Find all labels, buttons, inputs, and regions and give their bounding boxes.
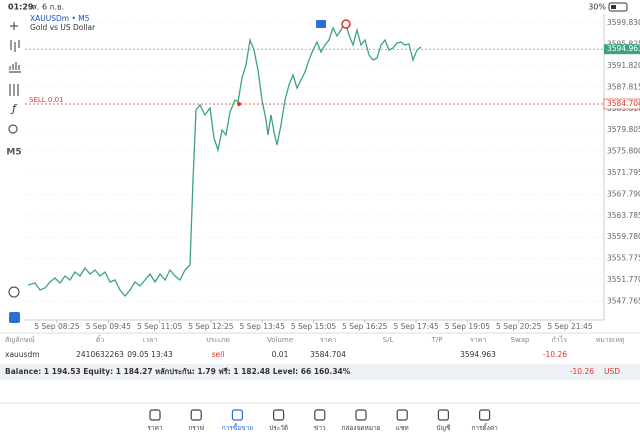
table-cell: 09.05 13:43: [127, 350, 173, 359]
nav-icon[interactable]: [437, 409, 449, 421]
nav-icon[interactable]: [149, 409, 161, 421]
x-tick-label: 5 Sep 20:25: [496, 322, 542, 331]
nav-icon[interactable]: [479, 409, 491, 421]
y-tick-label: 3555.775: [607, 254, 640, 263]
x-tick-label: 5 Sep 08:25: [34, 322, 80, 331]
x-tick-label: 5 Sep 15:05: [291, 322, 337, 331]
order-label: SELL 0.01: [29, 96, 63, 104]
y-tick-label: 3579.805: [607, 125, 640, 134]
y-tick-label: 3559.780: [607, 232, 640, 241]
order-price-tag: [603, 98, 640, 110]
y-tick-label: 3595.825: [607, 40, 640, 49]
table-header: ราคา: [470, 336, 486, 344]
nav-label[interactable]: ราคา: [147, 424, 162, 432]
battery-icon: [608, 2, 628, 12]
x-tick-label: 5 Sep 17:45: [393, 322, 439, 331]
y-tick-label: 3587.815: [607, 82, 640, 91]
event-icon[interactable]: [316, 20, 326, 28]
status-time: 01:29: [8, 3, 34, 12]
table-cell: 2410632263: [76, 350, 124, 359]
table-header: ประเภท: [206, 336, 230, 344]
table-cell: 3594.963: [460, 350, 496, 359]
chart-symbol: XAUUSDm • M5: [30, 14, 90, 23]
nav-label[interactable]: กราฟ: [188, 424, 204, 432]
y-tick-label: 3571.795: [607, 168, 640, 177]
y-tick-label: 3551.770: [607, 275, 640, 284]
entry-marker: [237, 102, 241, 107]
table-cell: xauusdm: [5, 350, 40, 359]
event-icon[interactable]: [341, 19, 351, 29]
table-cell: -10.26: [543, 350, 567, 359]
x-tick-label: 5 Sep 11:05: [137, 322, 183, 331]
x-tick-label: 5 Sep 09:45: [86, 322, 132, 331]
chart: 3599.8303595.8253591.8203587.8153583.810…: [25, 18, 640, 331]
x-tick-label: 5 Sep 12:25: [188, 322, 234, 331]
y-tick-label: 3567.790: [607, 189, 640, 198]
table-cell: 3584.704: [310, 350, 346, 359]
nav-icon[interactable]: [231, 409, 243, 421]
nav-icon[interactable]: [190, 409, 202, 421]
crosshair-icon[interactable]: [10, 22, 18, 30]
table-header: T/P: [431, 336, 443, 344]
nav-label[interactable]: ข่าว: [314, 424, 326, 432]
x-tick-label: 5 Sep 13:45: [240, 322, 286, 331]
x-tick-label: 5 Sep 21:45: [547, 322, 593, 331]
nav-label[interactable]: แชท: [396, 424, 409, 432]
timeframe[interactable]: M5: [6, 148, 21, 158]
table-header: ราคา: [320, 336, 336, 344]
candles-icon[interactable]: [10, 40, 20, 52]
indicators-icon[interactable]: [9, 62, 21, 73]
balance-bar: [0, 364, 640, 380]
table-header: สัญลักษณ์: [5, 336, 35, 344]
app-icon[interactable]: [9, 312, 20, 323]
settings-icon[interactable]: [9, 84, 19, 96]
table-header: กำไร: [552, 335, 568, 344]
y-tick-label: 3591.820: [607, 61, 640, 70]
table-header: Swap: [511, 336, 530, 344]
x-tick-label: 5 Sep 16:25: [342, 322, 388, 331]
nav-label[interactable]: บัญชี: [436, 424, 451, 432]
y-tick-label: 3563.785: [607, 211, 640, 220]
nav-label[interactable]: กล่องจดหมาย: [341, 424, 380, 432]
nav-icon[interactable]: [396, 409, 408, 421]
currency: USD: [604, 367, 620, 376]
sidebar: ƒ M5: [6, 22, 22, 323]
function-icon[interactable]: ƒ: [10, 102, 18, 115]
objects-icon[interactable]: [8, 124, 18, 134]
table-header: เวลา: [143, 336, 158, 344]
table-header: หมายเหตุ: [596, 336, 625, 344]
table-header: ตั๋ว: [96, 335, 105, 344]
table-cell: sell: [212, 350, 225, 359]
nav-icon[interactable]: [314, 409, 326, 421]
current-price-label: 3594.963: [607, 44, 640, 53]
status-battery: 30%: [588, 3, 606, 12]
price-line: [27, 20, 422, 298]
table-header: Volume: [267, 336, 293, 344]
nav-label[interactable]: การตั้งค่า: [471, 423, 498, 432]
balance-text: Balance: 1 194.53 Equity: 1 184.27 หลักป…: [5, 367, 351, 376]
total-profit: -10.26: [570, 367, 594, 376]
nav-icon[interactable]: [273, 409, 285, 421]
order-price-label: 3584.704: [607, 99, 640, 108]
x-tick-label: 5 Sep 19:05: [445, 322, 491, 331]
table-cell: 0.01: [272, 350, 289, 359]
chart-description: Gold vs US Dollar: [30, 23, 96, 32]
nav-label[interactable]: การซื้อขาย: [222, 423, 253, 432]
status-date: ส. 6 ก.ย.: [32, 3, 64, 12]
nav-label[interactable]: ประวัติ: [269, 424, 288, 432]
zoom-icon[interactable]: [8, 286, 20, 298]
y-tick-label: 3599.830: [607, 18, 640, 27]
bottom-nav: ราคา กราฟ การซื้อขาย ประวัติ ข่าว กล่องจดหมาย…: [147, 409, 498, 432]
table-header: S/L: [383, 336, 394, 344]
y-tick-label: 3547.765: [607, 296, 640, 305]
current-price-tag: [604, 44, 640, 55]
battery-level: [611, 5, 616, 9]
y-tick-label: 3575.800: [607, 147, 640, 156]
positions-table: สัญลักษณ์ ตั๋ว เวลา ประเภท Volume ราคา S/L T/P ร…: [5, 335, 625, 359]
nav-icon[interactable]: [355, 409, 367, 421]
